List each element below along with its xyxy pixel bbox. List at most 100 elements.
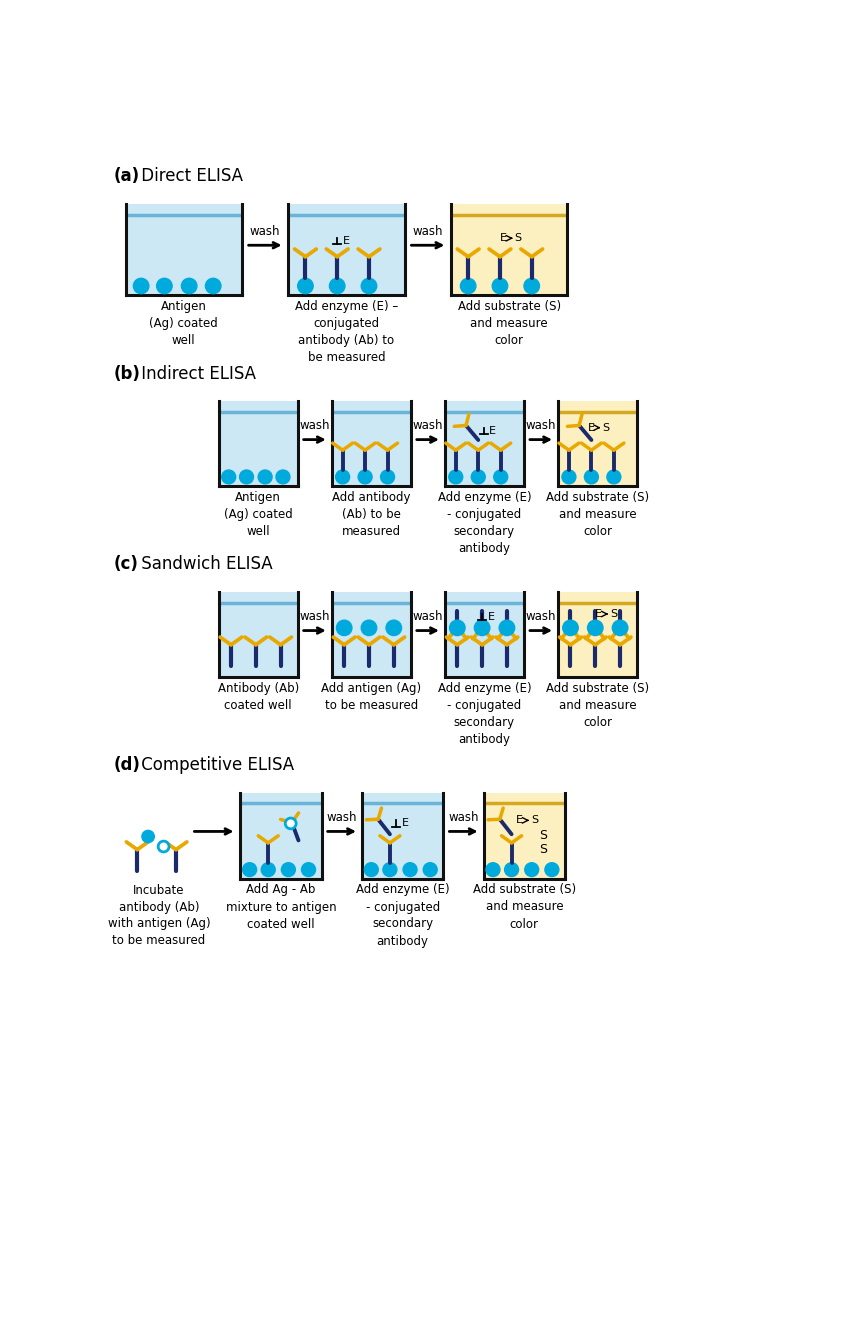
Text: wash: wash: [326, 811, 357, 824]
Text: (d): (d): [114, 755, 141, 774]
Text: Antigen
(Ag) coated
well: Antigen (Ag) coated well: [150, 299, 218, 347]
Circle shape: [403, 863, 417, 876]
Circle shape: [449, 471, 462, 484]
Circle shape: [336, 471, 349, 484]
Text: Add Ag - Ab
mixture to antigen
coated well: Add Ag - Ab mixture to antigen coated we…: [226, 883, 337, 931]
Circle shape: [607, 471, 620, 484]
Circle shape: [585, 471, 598, 484]
Text: wash: wash: [526, 610, 556, 623]
Text: Indirect ELISA: Indirect ELISA: [136, 365, 256, 382]
Circle shape: [471, 471, 485, 484]
Text: wash: wash: [250, 224, 280, 237]
Text: Antigen
(Ag) coated
well: Antigen (Ag) coated well: [224, 490, 292, 538]
Bar: [558, 402, 638, 486]
Text: E: E: [587, 423, 594, 432]
Text: wash: wash: [526, 419, 556, 432]
Circle shape: [337, 621, 352, 635]
Circle shape: [361, 621, 377, 635]
Bar: [332, 592, 411, 677]
Text: wash: wash: [412, 419, 443, 432]
Circle shape: [286, 818, 296, 829]
Text: Antibody (Ab)
coated well: Antibody (Ab) coated well: [218, 681, 298, 712]
Circle shape: [524, 863, 539, 876]
Circle shape: [302, 863, 315, 876]
Circle shape: [612, 621, 628, 635]
Circle shape: [492, 278, 507, 294]
Text: Sandwich ELISA: Sandwich ELISA: [136, 555, 272, 573]
Circle shape: [505, 863, 518, 876]
Bar: [126, 204, 242, 295]
Text: wash: wash: [412, 224, 443, 237]
Text: Add substrate (S)
and measure
color: Add substrate (S) and measure color: [546, 681, 649, 729]
Bar: [558, 592, 638, 677]
Bar: [288, 204, 405, 295]
Text: E: E: [343, 236, 349, 246]
Circle shape: [222, 471, 235, 484]
Text: E: E: [401, 818, 409, 829]
Text: (b): (b): [114, 365, 141, 382]
Circle shape: [450, 621, 465, 635]
Text: Add substrate (S)
and measure
color: Add substrate (S) and measure color: [457, 299, 561, 347]
Bar: [451, 204, 567, 295]
Circle shape: [330, 278, 345, 294]
Circle shape: [181, 278, 197, 294]
Bar: [445, 592, 524, 677]
Circle shape: [461, 278, 476, 294]
Text: S: S: [514, 233, 522, 244]
Circle shape: [386, 621, 401, 635]
Text: E: E: [500, 233, 507, 244]
Text: wash: wash: [299, 610, 330, 623]
Circle shape: [486, 863, 500, 876]
Text: wash: wash: [448, 811, 479, 824]
Circle shape: [563, 621, 578, 635]
Circle shape: [474, 621, 490, 635]
Text: S: S: [603, 423, 609, 432]
Text: Add enzyme (E)
- conjugated
secondary
antibody: Add enzyme (E) - conjugated secondary an…: [438, 490, 531, 555]
Circle shape: [358, 471, 372, 484]
Text: E: E: [489, 426, 496, 436]
Text: Direct ELISA: Direct ELISA: [136, 167, 243, 186]
Bar: [218, 402, 298, 486]
Circle shape: [545, 863, 558, 876]
Circle shape: [382, 863, 397, 876]
Circle shape: [242, 863, 257, 876]
Circle shape: [276, 471, 290, 484]
Circle shape: [240, 471, 253, 484]
Circle shape: [494, 471, 507, 484]
Text: Add antibody
(Ab) to be
measured: Add antibody (Ab) to be measured: [332, 490, 411, 538]
Circle shape: [587, 621, 603, 635]
Text: wash: wash: [299, 419, 330, 432]
Bar: [332, 402, 411, 486]
Circle shape: [261, 863, 275, 876]
Circle shape: [133, 278, 149, 294]
Text: Incubate
antibody (Ab)
with antigen (Ag)
to be measured: Incubate antibody (Ab) with antigen (Ag)…: [108, 883, 210, 948]
Circle shape: [423, 863, 437, 876]
Text: Add substrate (S)
and measure
color: Add substrate (S) and measure color: [473, 883, 576, 931]
Text: Add enzyme (E) –
conjugated
antibody (Ab) to
be measured: Add enzyme (E) – conjugated antibody (Ab…: [295, 299, 398, 364]
Text: (a): (a): [114, 167, 140, 186]
Text: Add enzyme (E)
- conjugated
secondary
antibody: Add enzyme (E) - conjugated secondary an…: [438, 681, 531, 746]
Text: Competitive ELISA: Competitive ELISA: [136, 755, 294, 774]
Text: S: S: [531, 816, 538, 825]
Text: Add antigen (Ag)
to be measured: Add antigen (Ag) to be measured: [321, 681, 422, 712]
Text: E: E: [488, 612, 495, 622]
Text: Add enzyme (E)
- conjugated
secondary
antibody: Add enzyme (E) - conjugated secondary an…: [356, 883, 450, 948]
Text: Add substrate (S)
and measure
color: Add substrate (S) and measure color: [546, 490, 649, 538]
Bar: [445, 402, 524, 486]
Circle shape: [562, 471, 576, 484]
Text: wash: wash: [412, 610, 443, 623]
Text: E: E: [595, 609, 603, 619]
Circle shape: [156, 278, 172, 294]
Circle shape: [158, 841, 169, 851]
Text: (c): (c): [114, 555, 139, 573]
Circle shape: [281, 863, 295, 876]
Bar: [362, 792, 444, 879]
Text: S: S: [610, 609, 617, 619]
Text: E: E: [516, 816, 524, 825]
Bar: [241, 792, 321, 879]
Circle shape: [258, 471, 272, 484]
Text: S: S: [540, 842, 547, 855]
Circle shape: [524, 278, 540, 294]
Circle shape: [365, 863, 378, 876]
Circle shape: [206, 278, 221, 294]
